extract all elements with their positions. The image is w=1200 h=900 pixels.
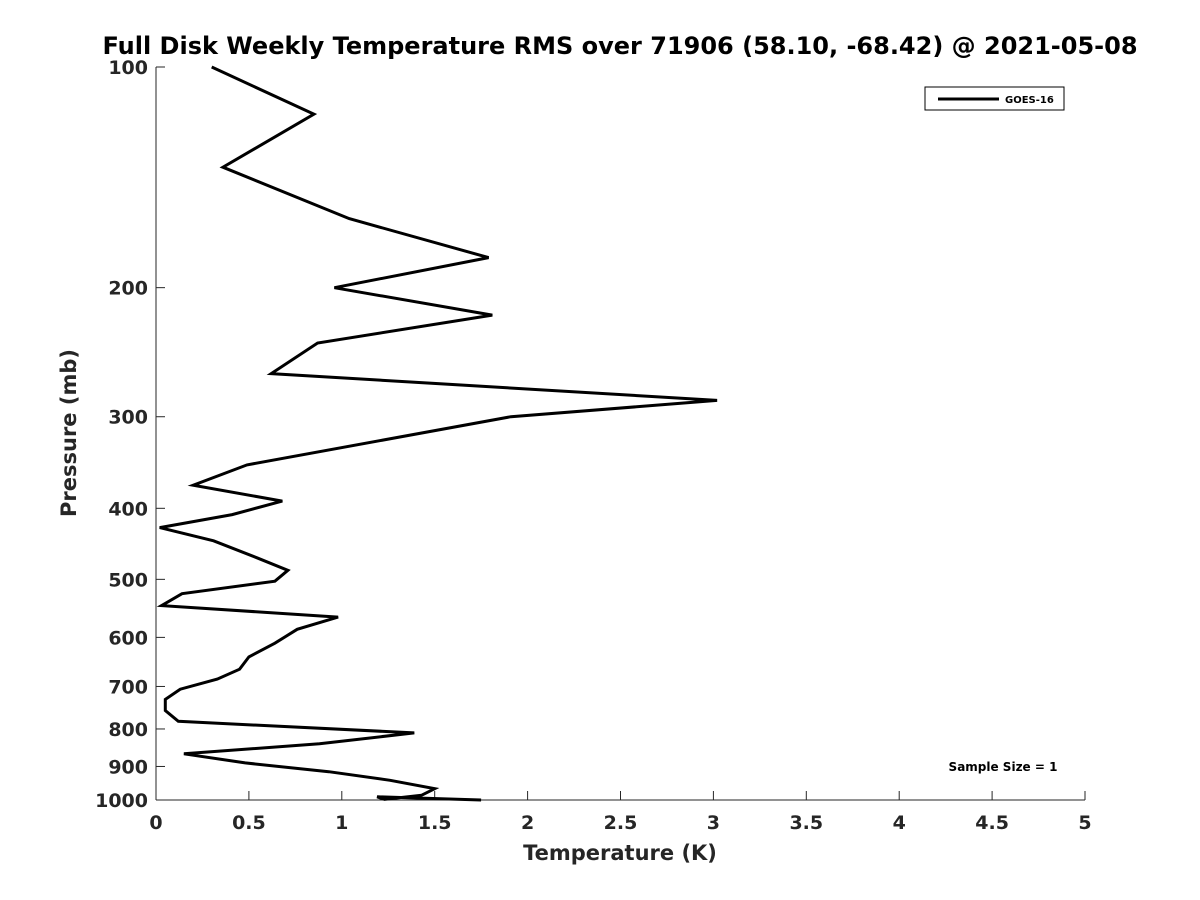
x-tick-label: 0.5 <box>232 812 266 834</box>
y-tick-label: 100 <box>108 57 148 79</box>
series-line-goes-16 <box>156 65 718 802</box>
x-tick-label: 1.5 <box>418 812 452 834</box>
y-tick-label: 1000 <box>95 790 148 812</box>
legend: GOES-16 <box>924 86 1065 111</box>
x-axis-label: Temperature (K) <box>523 841 717 865</box>
x-tick-label: 3.5 <box>789 812 823 834</box>
y-tick-label: 900 <box>108 756 148 778</box>
x-tick-label: 5 <box>1078 812 1091 834</box>
y-tick-label: 600 <box>108 627 148 649</box>
y-axis-ticks: 100 200 300 400 500 600 700 800 900 1000 <box>95 57 165 812</box>
y-tick-label: 300 <box>108 407 148 429</box>
x-tick-label: 1 <box>335 812 348 834</box>
x-tick-label: 4 <box>893 812 906 834</box>
legend-label-goes-16: GOES-16 <box>1005 95 1054 106</box>
sample-size-annotation: Sample Size = 1 <box>949 760 1058 774</box>
y-tick-label: 400 <box>108 498 148 520</box>
y-tick-label: 800 <box>108 719 148 741</box>
chart-title: Full Disk Weekly Temperature RMS over 71… <box>102 32 1137 60</box>
y-tick-label: 700 <box>108 676 148 698</box>
x-tick-label: 2.5 <box>604 812 638 834</box>
y-tick-label: 500 <box>108 569 148 591</box>
y-tick-label: 200 <box>108 278 148 300</box>
series-layer <box>156 65 718 802</box>
x-tick-label: 2 <box>521 812 534 834</box>
x-tick-label: 4.5 <box>975 812 1009 834</box>
y-axis-label: Pressure (mb) <box>57 349 81 517</box>
x-tick-label: 0 <box>149 812 162 834</box>
x-axis-ticks: 0 0.5 1 1.5 2 2.5 3 3.5 4 4.5 5 <box>149 791 1092 834</box>
x-tick-label: 3 <box>707 812 720 834</box>
